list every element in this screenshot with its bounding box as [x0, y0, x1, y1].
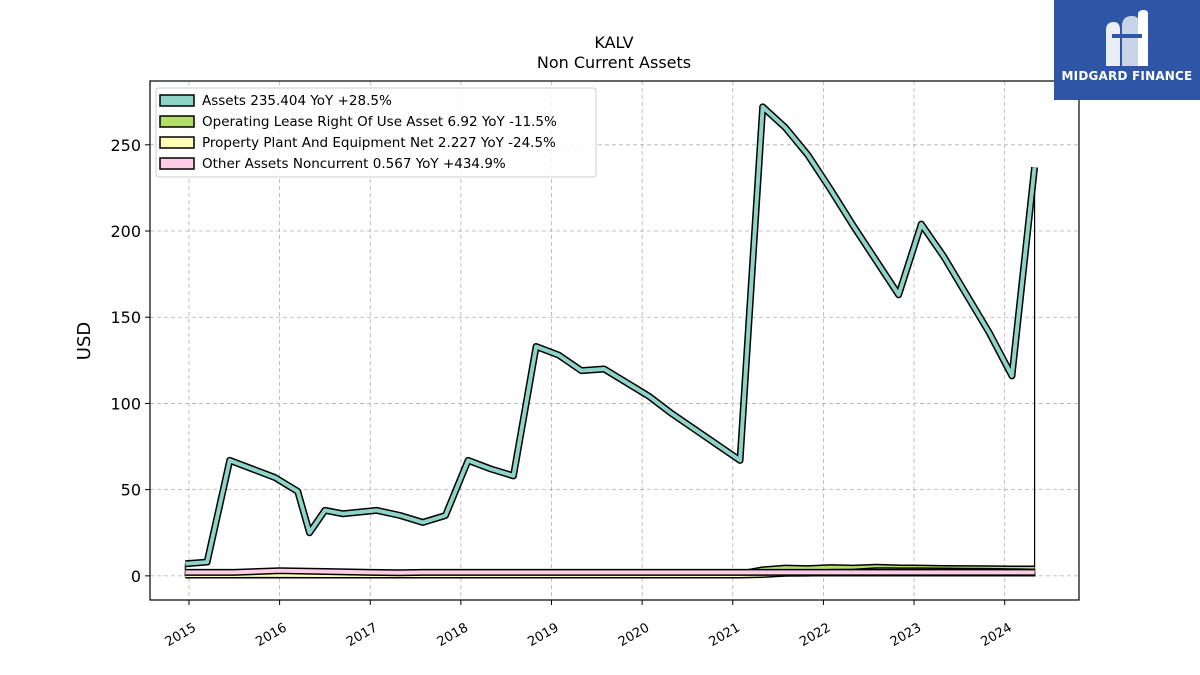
brand-name: MIDGARD FINANCE — [1061, 69, 1193, 83]
x-tick-label: 2017 — [344, 620, 380, 650]
legend-swatch-operating-lease — [159, 115, 195, 128]
x-tick-label: 2016 — [253, 620, 289, 650]
legend-label-operating-lease: Operating Lease Right Of Use Asset 6.92 … — [202, 114, 557, 130]
legend-label-ppe: Property Plant And Equipment Net 2.227 Y… — [202, 135, 556, 151]
y-tick-label: 100 — [110, 394, 141, 413]
y-tick-label: 200 — [110, 222, 141, 241]
x-tick-label: 2024 — [979, 620, 1015, 650]
chart-title: KALV — [594, 33, 633, 52]
legend-box — [155, 87, 597, 178]
series-line-0 — [185, 104, 1037, 566]
legend-label-other-assets: Other Assets Noncurrent 0.567 YoY +434.9… — [202, 156, 506, 172]
legend: Assets 235.404 YoY +28.5% Operating Leas… — [155, 87, 597, 178]
y-tick-label: 150 — [110, 308, 141, 327]
chart-subtitle: Non Current Assets — [537, 53, 691, 72]
x-tick-label: 2023 — [888, 620, 924, 650]
x-tick-label: 2021 — [707, 620, 743, 650]
legend-swatch-other-assets — [159, 157, 195, 170]
y-axis-label: USD — [74, 322, 95, 360]
x-tick-label: 2015 — [163, 620, 199, 650]
x-tick-label: 2019 — [525, 620, 561, 650]
y-tick-label: 50 — [121, 481, 141, 500]
plot-frame — [149, 80, 1080, 601]
y-tick-label: 0 — [131, 567, 141, 586]
brand-logo: MIDGARD FINANCE — [1054, 0, 1200, 100]
legend-label-assets: Assets 235.404 YoY +28.5% — [202, 93, 392, 109]
y-tick-label: 250 — [110, 136, 141, 155]
series-lines — [185, 103, 1039, 579]
y-axis-ticks: 0 50 100 150 200 250 — [110, 136, 150, 586]
logo-mark-icon — [1106, 10, 1148, 66]
x-tick-label: 2018 — [435, 620, 471, 650]
legend-swatch-ppe — [159, 136, 195, 149]
x-tick-label: 2020 — [616, 620, 652, 650]
x-tick-label: 2022 — [797, 620, 833, 650]
series-line-3 — [185, 568, 1035, 575]
legend-swatch-assets — [159, 94, 195, 107]
x-axis-ticks: 2015 2016 2017 2018 2019 2020 2021 2022 2023 2024 — [163, 600, 1015, 650]
